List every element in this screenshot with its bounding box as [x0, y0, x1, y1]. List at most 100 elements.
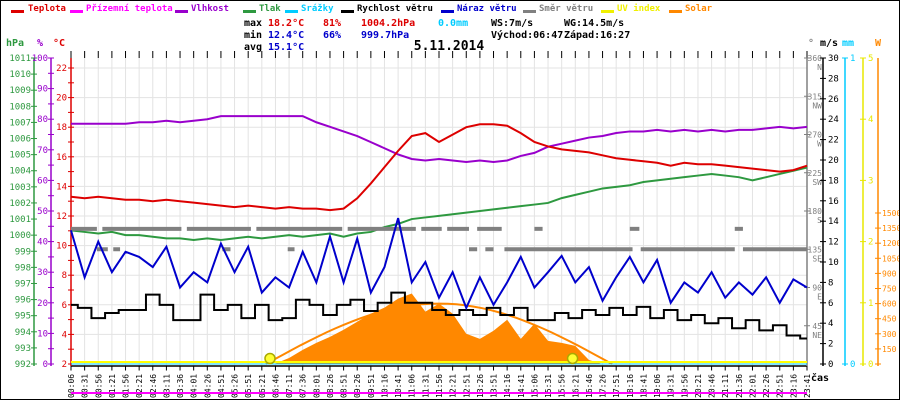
svg-text:24: 24 — [828, 115, 839, 125]
svg-text:1000: 1000 — [9, 231, 31, 241]
svg-text:600: 600 — [882, 300, 897, 309]
svg-text:03:11: 03:11 — [162, 374, 171, 398]
svg-text:12:51: 12:51 — [462, 374, 471, 398]
svg-text:16:46: 16:46 — [585, 374, 594, 398]
legend-label-7: Směr větru — [539, 4, 594, 14]
svg-text:6: 6 — [62, 301, 67, 311]
svg-text:17:51: 17:51 — [612, 374, 621, 398]
svg-text:13:26: 13:26 — [476, 374, 485, 398]
svg-text:1009: 1009 — [9, 86, 31, 96]
svg-text:16: 16 — [56, 153, 67, 163]
stat-max-humidity: 81% — [323, 18, 342, 29]
sun-icon — [566, 352, 579, 365]
svg-text:1001: 1001 — [9, 215, 31, 225]
stat-max-label: max — [244, 18, 263, 29]
svg-text:23:16: 23:16 — [789, 374, 798, 398]
svg-text:996: 996 — [15, 296, 31, 306]
svg-text:hPa: hPa — [6, 38, 24, 49]
svg-text:20:21: 20:21 — [694, 374, 703, 398]
svg-text:1011: 1011 — [9, 54, 31, 64]
svg-text:16:21: 16:21 — [571, 374, 580, 398]
svg-text:04:26: 04:26 — [203, 374, 212, 398]
svg-text:09:51: 09:51 — [367, 374, 376, 398]
svg-text:14: 14 — [56, 182, 67, 192]
series-solar-area — [261, 293, 603, 364]
svg-text:994: 994 — [15, 328, 31, 338]
svg-text:02:46: 02:46 — [149, 374, 158, 398]
svg-text:1350: 1350 — [882, 224, 899, 233]
svg-text:1006: 1006 — [9, 135, 31, 145]
svg-text:995: 995 — [15, 312, 31, 322]
svg-text:20: 20 — [828, 156, 839, 166]
svg-text:12:21: 12:21 — [449, 374, 458, 398]
svg-text:360: 360 — [808, 54, 823, 63]
stat-precip-total: 0.0mm — [438, 18, 469, 29]
svg-text:22:51: 22:51 — [776, 374, 785, 398]
series-pressure — [70, 166, 808, 241]
svg-text:06:21: 06:21 — [258, 374, 267, 398]
svg-text:80: 80 — [37, 115, 48, 125]
legend-label-2: Vlhkost — [191, 4, 229, 14]
svg-text:18:41: 18:41 — [639, 374, 648, 398]
svg-text:1500: 1500 — [882, 209, 899, 218]
svg-text:11:06: 11:06 — [408, 374, 417, 398]
svg-text:15:31: 15:31 — [544, 374, 553, 398]
svg-text:21:11: 21:11 — [721, 374, 730, 398]
stat-wind-speed-max: WS:7m/s — [491, 18, 534, 29]
svg-text:450: 450 — [882, 315, 897, 324]
svg-text:70: 70 — [37, 146, 48, 156]
svg-text:0: 0 — [868, 360, 873, 370]
svg-text:11:31: 11:31 — [421, 374, 430, 398]
svg-text:21:36: 21:36 — [735, 374, 744, 398]
x-axis-label: čas — [811, 373, 830, 384]
svg-text:750: 750 — [882, 285, 897, 294]
svg-text:14: 14 — [828, 217, 839, 227]
stat-avg-temp: 15.1°C — [268, 42, 305, 53]
svg-text:23:41: 23:41 — [803, 374, 812, 398]
svg-text:08:51: 08:51 — [340, 374, 349, 398]
svg-text:1005: 1005 — [9, 151, 31, 161]
svg-text:01:21: 01:21 — [108, 374, 117, 398]
legend-dash-2 — [175, 10, 188, 13]
svg-text:1002: 1002 — [9, 199, 31, 209]
svg-text:2: 2 — [868, 238, 873, 248]
stat-sunrise: Východ:06:47 — [491, 30, 564, 41]
legend-dash-3 — [243, 10, 256, 13]
svg-text:01:56: 01:56 — [122, 374, 131, 398]
svg-text:%: % — [37, 38, 43, 49]
stat-max-temp: 18.2°C — [268, 18, 305, 29]
svg-text:mm: mm — [842, 38, 854, 49]
sun-markers — [264, 352, 579, 365]
time-labels: 00:06 00:31 00:56 01:21 01:56 02:21 02:46 03:11… — [67, 374, 812, 398]
svg-text:SW: SW — [812, 178, 822, 187]
svg-text:16: 16 — [828, 197, 839, 207]
svg-text:1: 1 — [868, 299, 873, 309]
svg-text:1010: 1010 — [9, 70, 31, 80]
svg-text:15:56: 15:56 — [558, 374, 567, 398]
svg-text:0: 0 — [828, 360, 833, 370]
svg-text:180: 180 — [808, 207, 823, 216]
svg-text:8: 8 — [828, 278, 833, 288]
stat-wind-gust-max: WG:14.5m/s — [564, 18, 625, 29]
svg-text:15:06: 15:06 — [530, 374, 539, 398]
legend-label-3: Tlak — [259, 4, 281, 14]
svg-text:22:26: 22:26 — [762, 374, 771, 398]
svg-text:45: 45 — [812, 322, 822, 331]
series-wind-speed — [71, 291, 807, 340]
svg-text:10: 10 — [56, 242, 67, 252]
svg-text:4: 4 — [62, 330, 67, 340]
svg-text:12: 12 — [56, 212, 67, 222]
svg-text:°C: °C — [53, 38, 65, 49]
svg-text:0: 0 — [43, 360, 48, 370]
legend-dash-5 — [341, 10, 354, 13]
stat-max-pressure: 1004.2hPa — [361, 18, 416, 29]
svg-text:225: 225 — [808, 169, 823, 178]
svg-text:09:26: 09:26 — [353, 374, 362, 398]
svg-text:1: 1 — [850, 54, 855, 64]
svg-text:W: W — [817, 140, 822, 149]
svg-text:E: E — [817, 293, 822, 302]
legend-dash-9 — [669, 10, 682, 13]
svg-text:992: 992 — [15, 360, 31, 370]
svg-text:13:51: 13:51 — [490, 374, 499, 398]
